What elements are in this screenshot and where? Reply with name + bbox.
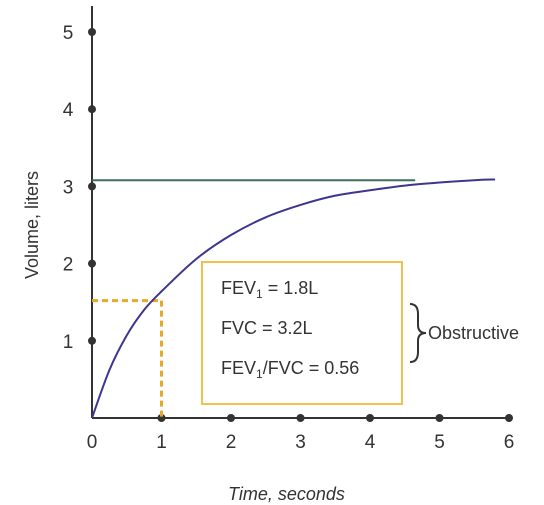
- x-tick-label: 6: [504, 432, 515, 453]
- annotation-line: FEV1/FVC = 0.56: [221, 358, 359, 381]
- brace: Obstructive: [409, 303, 519, 363]
- x-tick-dot: [296, 414, 305, 422]
- x-tick-label: 5: [434, 432, 445, 453]
- x-axis-title: Time, seconds: [228, 484, 345, 504]
- x-tick-label: 0: [87, 432, 98, 453]
- annotation-line: FVC = 3.2L: [221, 318, 313, 338]
- guides: [92, 179, 416, 418]
- y-tick-dot: [88, 28, 96, 36]
- brace-shape: [409, 303, 427, 363]
- annotation-border: [201, 261, 403, 405]
- y-tick-label: 2: [63, 255, 74, 276]
- y-tick-label: 3: [63, 177, 74, 198]
- x-tick-dot: [366, 414, 374, 422]
- y-tick-label: 5: [63, 23, 74, 44]
- y-tick-dot: [88, 182, 96, 191]
- x-tick-dot: [227, 414, 235, 422]
- y-tick-label: 1: [63, 332, 74, 353]
- annotation-lines: FEV1 = 1.8L FVC = 3.2L FEV1/FVC = 0.56: [221, 278, 359, 381]
- y-tick-dot: [88, 259, 96, 268]
- x-tick-label: 3: [295, 432, 306, 453]
- x-tick-dot: [435, 414, 444, 422]
- x-tick-label: 4: [365, 432, 376, 453]
- annotation-line: FEV1 = 1.8L: [221, 278, 318, 301]
- y-tick-dot: [88, 105, 96, 114]
- annotation-box: FEV1 = 1.8L FVC = 3.2L FEV1/FVC = 0.56: [201, 261, 403, 405]
- x-tick-dot: [157, 414, 166, 422]
- series-layer: [91, 178, 496, 419]
- volume-curve: [91, 178, 496, 419]
- y-axis-title: Volume, liters: [22, 171, 42, 279]
- x-tick-label: 1: [156, 432, 167, 453]
- brace-label: Obstructive: [428, 323, 519, 343]
- x-tick-label: 2: [226, 432, 237, 453]
- x-tick-dot: [505, 414, 513, 422]
- y-tick-label: 4: [63, 100, 74, 121]
- ticks: 0 1 2 3 4 5 6 1 2 3 4 5: [63, 23, 515, 453]
- y-tick-dot: [88, 336, 96, 345]
